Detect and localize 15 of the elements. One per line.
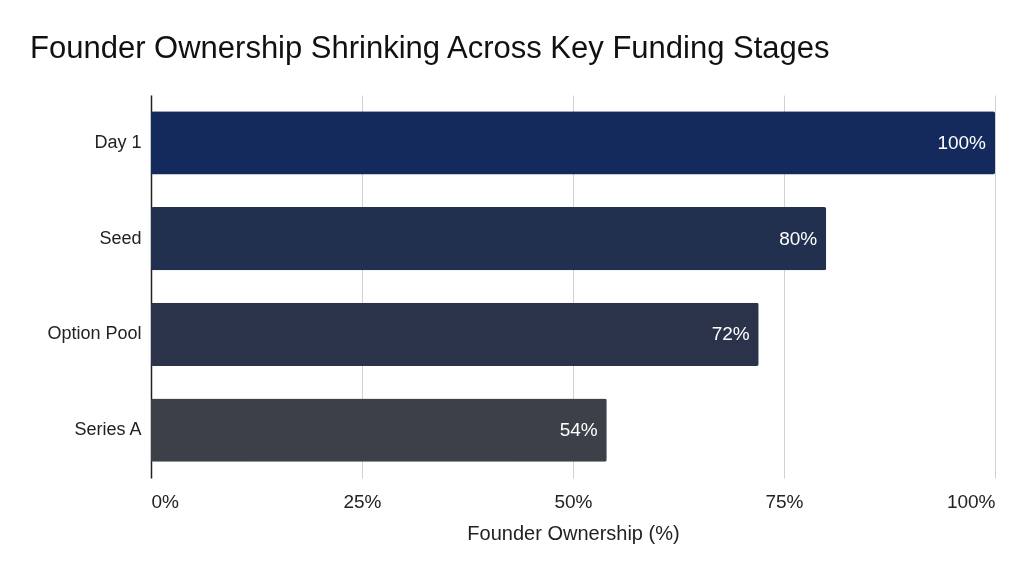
data-label: 54%	[559, 419, 598, 441]
y-tick-label: Seed	[99, 227, 142, 248]
x-tick-label: 50%	[554, 490, 593, 512]
y-tick-label: Series A	[74, 419, 142, 440]
y-tick-label: Option Pool	[47, 323, 142, 344]
x-tick-label: 75%	[765, 490, 804, 512]
data-label: 80%	[779, 227, 818, 249]
chart-title: Founder Ownership Shrinking Across Key Funding Stages	[30, 30, 830, 65]
y-tick-label: Day 1	[94, 131, 142, 152]
x-axis-title: Founder Ownership (%)	[467, 521, 680, 544]
data-label: 72%	[711, 323, 750, 345]
x-tick-label: 100%	[946, 490, 996, 512]
x-tick-label: 25%	[343, 490, 382, 512]
x-tick-label: 0%	[151, 490, 180, 512]
data-label: 100%	[937, 131, 987, 153]
